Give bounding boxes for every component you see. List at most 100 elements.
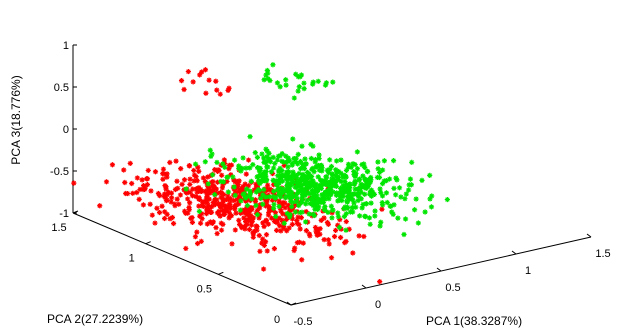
data-point [212, 167, 218, 173]
data-point [355, 192, 361, 199]
data-point [256, 232, 262, 239]
data-point [203, 197, 210, 203]
data-point [370, 189, 376, 195]
data-point [254, 212, 261, 218]
data-point [197, 188, 203, 195]
data-point [198, 238, 204, 244]
data-point [238, 168, 244, 174]
data-point [282, 172, 288, 179]
data-point [225, 193, 231, 199]
data-point [231, 177, 237, 183]
data-point [279, 178, 286, 184]
data-point [282, 205, 288, 211]
data-point [344, 194, 351, 200]
data-point [208, 209, 215, 215]
data-point [202, 67, 209, 73]
data-point [195, 164, 201, 170]
data-point [409, 159, 415, 165]
data-point [181, 177, 188, 183]
data-point [377, 169, 383, 176]
data-point [266, 194, 272, 200]
data-point [303, 176, 309, 183]
data-point [315, 226, 321, 233]
data-point [202, 179, 208, 185]
data-point [218, 220, 224, 226]
data-point [213, 78, 219, 84]
data-point [351, 181, 358, 187]
data-point [285, 155, 291, 161]
data-point [185, 68, 191, 75]
data-point [283, 216, 289, 223]
data-point [198, 186, 204, 193]
data-point [136, 196, 142, 202]
data-point [271, 205, 277, 211]
data-point [309, 196, 315, 202]
data-point [294, 177, 300, 183]
data-point [352, 162, 358, 168]
data-point [181, 187, 187, 193]
data-point [368, 193, 375, 199]
data-point [160, 171, 166, 177]
data-point [297, 184, 303, 190]
data-point [248, 212, 254, 219]
data-point [148, 188, 154, 194]
data-point [213, 186, 219, 192]
data-point [323, 178, 329, 184]
data-point [254, 207, 260, 213]
data-point [273, 213, 279, 220]
data-point [175, 185, 181, 191]
data-point [162, 194, 168, 201]
data-point [292, 202, 298, 208]
data-point [299, 257, 305, 263]
data-point [220, 200, 226, 206]
data-point [252, 150, 258, 156]
data-point [218, 227, 225, 233]
data-point [240, 155, 246, 161]
data-point [238, 190, 244, 196]
x-tick-label: 0.5 [445, 282, 460, 294]
data-point [302, 156, 308, 162]
data-point [302, 192, 308, 198]
data-point [301, 86, 307, 92]
data-point [296, 202, 302, 209]
data-point [293, 191, 300, 197]
x-tick-label: 1 [525, 265, 531, 277]
data-point [207, 190, 213, 196]
data-point [360, 184, 367, 190]
x-axis-label: PCA 1(38.3287%) [426, 314, 522, 328]
data-point [292, 172, 298, 178]
data-point [389, 209, 395, 215]
data-point [265, 182, 271, 188]
data-point [194, 186, 200, 192]
data-point [295, 151, 301, 157]
data-point [165, 189, 171, 195]
data-point [288, 173, 295, 179]
data-point [225, 189, 231, 195]
data-point [313, 164, 319, 170]
data-point [265, 70, 271, 76]
data-point [267, 205, 273, 211]
data-point [294, 180, 301, 186]
data-point [378, 219, 384, 225]
data-point [325, 182, 331, 188]
data-point [328, 255, 335, 261]
data-point [164, 171, 170, 177]
data-point [355, 190, 362, 196]
data-point [276, 215, 282, 221]
data-point [208, 204, 215, 210]
y-tick-mark [218, 271, 224, 275]
data-point [334, 169, 340, 175]
data-point [263, 72, 269, 78]
data-point [237, 207, 243, 213]
data-point [306, 174, 312, 180]
data-point [334, 190, 340, 196]
data-point [323, 174, 329, 180]
data-point [172, 186, 179, 193]
data-point [359, 205, 365, 211]
data-point [154, 205, 160, 211]
data-point [328, 163, 335, 170]
data-point [203, 211, 210, 217]
data-point [302, 161, 308, 167]
data-point [226, 85, 232, 91]
data-point [209, 151, 215, 157]
